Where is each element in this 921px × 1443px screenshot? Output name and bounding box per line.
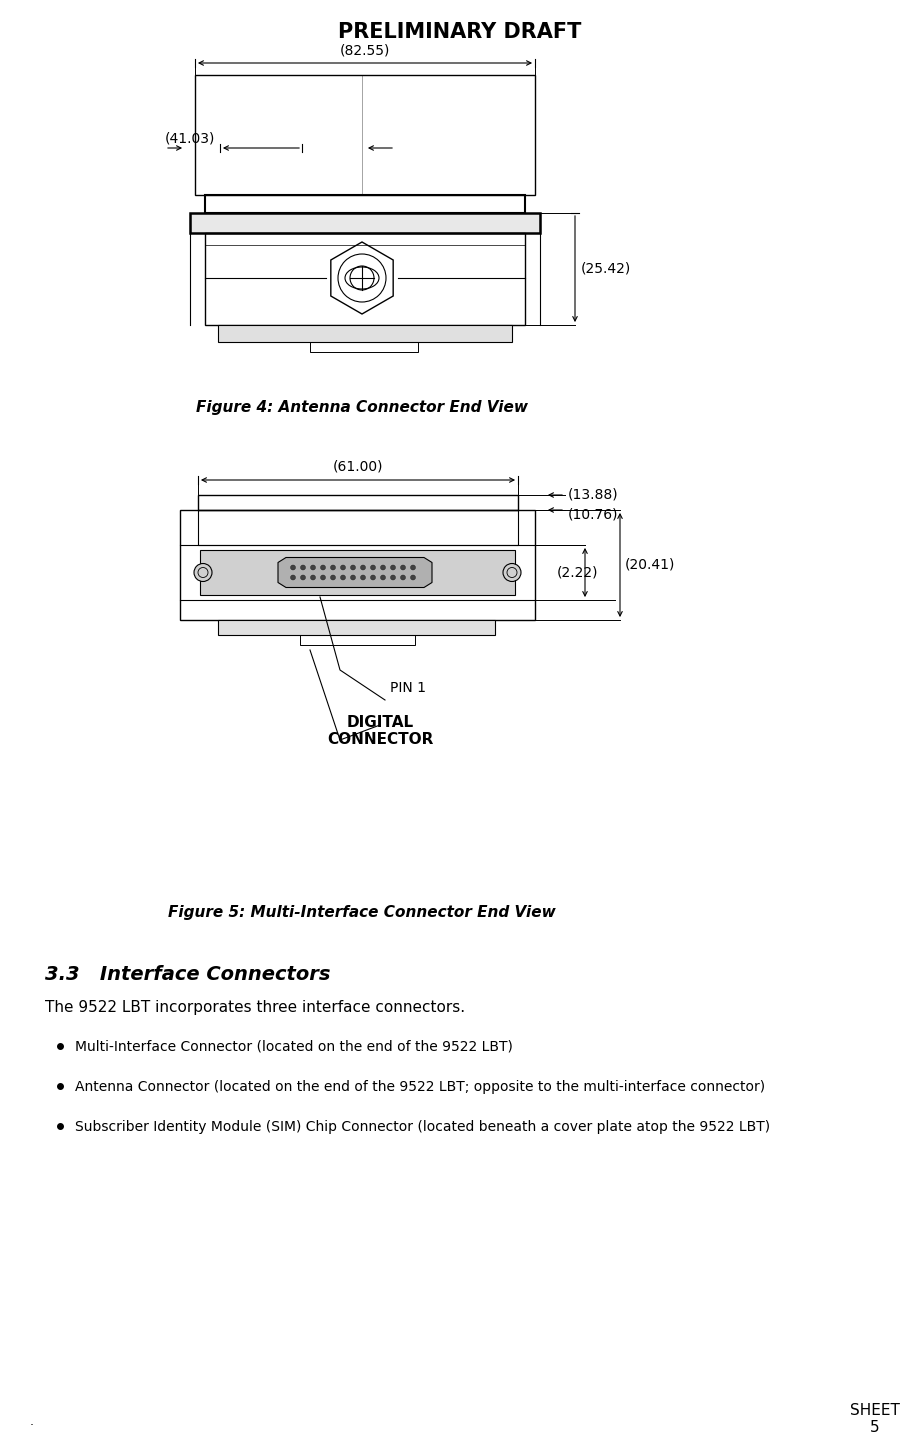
Circle shape — [360, 566, 366, 570]
Text: PIN 1: PIN 1 — [390, 681, 426, 696]
Text: .: . — [30, 1416, 34, 1429]
Text: DIGITAL
CONNECTOR: DIGITAL CONNECTOR — [327, 714, 433, 747]
Circle shape — [194, 564, 212, 582]
Circle shape — [380, 574, 386, 580]
Text: Multi-Interface Connector (located on the end of the 9522 LBT): Multi-Interface Connector (located on th… — [75, 1040, 513, 1053]
Circle shape — [411, 574, 415, 580]
Circle shape — [341, 574, 345, 580]
Circle shape — [290, 574, 296, 580]
Text: (2.22): (2.22) — [556, 566, 598, 580]
Text: (13.88): (13.88) — [568, 488, 619, 502]
Text: (41.03): (41.03) — [165, 131, 215, 146]
Polygon shape — [278, 557, 432, 587]
Text: Figure 5: Multi-Interface Connector End View: Figure 5: Multi-Interface Connector End … — [169, 905, 556, 921]
Circle shape — [503, 564, 521, 582]
Circle shape — [401, 574, 405, 580]
Circle shape — [290, 566, 296, 570]
Circle shape — [370, 566, 376, 570]
Text: Antenna Connector (located on the end of the 9522 LBT; opposite to the multi-int: Antenna Connector (located on the end of… — [75, 1079, 765, 1094]
Circle shape — [310, 574, 316, 580]
Circle shape — [411, 566, 415, 570]
Circle shape — [310, 566, 316, 570]
Circle shape — [341, 566, 345, 570]
Text: Figure 4: Antenna Connector End View: Figure 4: Antenna Connector End View — [196, 400, 528, 416]
Text: (25.42): (25.42) — [581, 263, 631, 276]
Text: (10.76): (10.76) — [568, 508, 619, 522]
Circle shape — [391, 566, 395, 570]
Circle shape — [391, 574, 395, 580]
Text: PRELIMINARY DRAFT: PRELIMINARY DRAFT — [338, 22, 582, 42]
Text: (20.41): (20.41) — [625, 558, 675, 571]
Circle shape — [331, 574, 335, 580]
Polygon shape — [190, 214, 540, 232]
Polygon shape — [218, 620, 495, 635]
Text: SHEET
5: SHEET 5 — [850, 1403, 900, 1436]
Circle shape — [300, 566, 306, 570]
Text: 3.3   Interface Connectors: 3.3 Interface Connectors — [45, 965, 331, 984]
Circle shape — [321, 574, 325, 580]
Circle shape — [351, 566, 356, 570]
Text: The 9522 LBT incorporates three interface connectors.: The 9522 LBT incorporates three interfac… — [45, 1000, 465, 1014]
Circle shape — [380, 566, 386, 570]
Circle shape — [321, 566, 325, 570]
Polygon shape — [200, 550, 515, 595]
Text: (82.55): (82.55) — [340, 43, 391, 58]
Circle shape — [351, 574, 356, 580]
Circle shape — [300, 574, 306, 580]
Circle shape — [360, 574, 366, 580]
Circle shape — [401, 566, 405, 570]
Polygon shape — [218, 325, 512, 342]
Circle shape — [370, 574, 376, 580]
Circle shape — [331, 566, 335, 570]
Text: Subscriber Identity Module (SIM) Chip Connector (located beneath a cover plate a: Subscriber Identity Module (SIM) Chip Co… — [75, 1120, 770, 1134]
Text: (61.00): (61.00) — [332, 460, 383, 473]
